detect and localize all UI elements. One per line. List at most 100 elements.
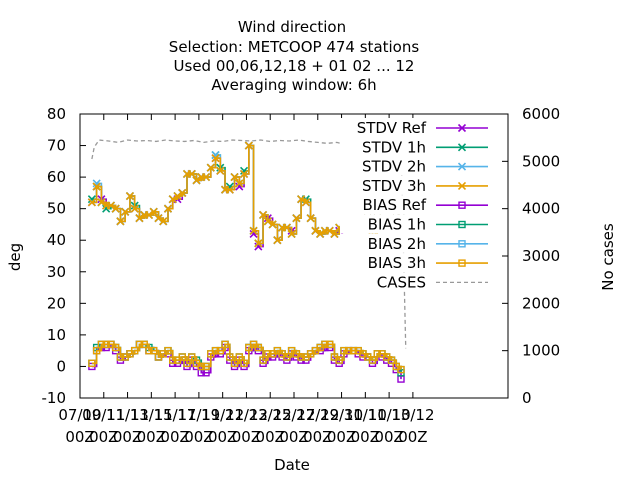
legend-marker [458, 220, 466, 229]
legend-background [340, 272, 490, 292]
legend-label: STDV 3h [362, 177, 426, 195]
y2-tick-label: 4000 [522, 200, 560, 218]
data-point [150, 346, 158, 355]
data-point [225, 182, 234, 191]
data-point [111, 343, 120, 352]
data-point [264, 350, 272, 358]
data-point [149, 207, 158, 216]
x-tick-label-hour: 00Z [232, 428, 261, 446]
legend-label: STDV 2h [362, 158, 426, 176]
data-point [259, 210, 268, 220]
data-point [135, 340, 144, 349]
data-point [130, 204, 139, 213]
data-point [154, 214, 163, 223]
data-point [235, 182, 244, 191]
y-tick-label: 0 [56, 357, 66, 375]
y2-axis-label: No cases [599, 223, 617, 291]
data-point [254, 242, 263, 251]
data-point [140, 340, 148, 349]
y-tick-label: 70 [47, 137, 66, 155]
data-point [201, 173, 211, 182]
y2-tick-label: 3000 [522, 247, 560, 265]
legend-marker [458, 201, 466, 209]
data-point [168, 195, 177, 204]
data-point [226, 353, 234, 361]
x-tick-label-date: 19/12 [201, 406, 244, 424]
x-tick-label-date: 25/12 [272, 406, 315, 424]
x-tick-label-hour: 00Z [327, 428, 356, 446]
data-point [197, 362, 205, 371]
legend-entry: BIAS 3h [340, 253, 490, 273]
data-point [254, 343, 263, 352]
y2-tick-label: 2000 [522, 294, 560, 312]
data-point [235, 353, 244, 361]
data-point [292, 214, 301, 223]
x-tick-label-hour: 00Z [398, 428, 427, 446]
y-tick-label: 60 [47, 168, 66, 186]
data-point [297, 353, 305, 361]
x-tick-label-date: 23/12 [249, 406, 292, 424]
x-tick-label-date: 07/10 [58, 406, 101, 424]
y-tick-label: 20 [47, 294, 66, 312]
legend-background [340, 156, 490, 176]
x-tick-label-hour: 00Z [65, 428, 94, 446]
legend-label: BIAS Ref [362, 196, 426, 214]
legend-marker [457, 162, 467, 171]
data-point [244, 141, 253, 150]
data-point [330, 229, 339, 238]
y-tick-label: -10 [42, 389, 67, 407]
data-point [283, 353, 291, 361]
y-tick-label: 30 [47, 263, 66, 281]
data-point [192, 176, 201, 185]
data-point [92, 346, 101, 355]
x-tick-label-hour: 00Z [279, 428, 308, 446]
x-tick-label-date: 29/10 [320, 406, 363, 424]
data-point [311, 226, 320, 235]
x-tick-label-hour: 00Z [256, 428, 285, 446]
legend-label: CASES [377, 273, 426, 291]
y2-tick-label: 1000 [522, 342, 560, 360]
data-point [178, 188, 187, 197]
data-point [88, 359, 96, 367]
legend-label: BIAS 3h [368, 254, 426, 272]
data-point [397, 365, 405, 374]
x-tick-label-date: 17/11 [177, 406, 220, 424]
data-point [159, 217, 168, 226]
data-point [249, 229, 258, 238]
series-bias-3h [88, 340, 405, 374]
y-tick-label: 40 [47, 231, 66, 249]
legend-marker [458, 259, 466, 267]
x-tick-label-hour: 00Z [374, 428, 403, 446]
x-tick-label-date: 27/12 [296, 406, 339, 424]
data-point [249, 226, 258, 235]
x-tick-label-date: 13/12 [391, 406, 434, 424]
data-point [173, 191, 182, 201]
data-point [135, 214, 144, 223]
data-point [145, 346, 153, 355]
x-tick-label-hour: 00Z [184, 428, 213, 446]
legend-entry: BIAS 1h [340, 214, 490, 234]
y2-tick-label: 6000 [522, 105, 560, 123]
x-tick-label-hour: 00Z [303, 428, 332, 446]
data-point [282, 223, 291, 232]
x-tick-label-hour: 00Z [137, 428, 166, 446]
legend-background [340, 233, 490, 253]
series-line [91, 343, 402, 370]
x-tick-label-hour: 00Z [208, 428, 237, 446]
data-point [387, 356, 396, 364]
data-point [301, 198, 310, 207]
data-point [368, 356, 377, 364]
data-point [268, 220, 277, 229]
data-point [163, 204, 173, 213]
data-point [102, 340, 110, 349]
legend-entry: CASES [340, 272, 490, 292]
data-point [216, 166, 225, 175]
data-point [125, 191, 134, 201]
legend-entry: BIAS Ref [340, 195, 490, 215]
y-tick-label: 80 [47, 105, 66, 123]
x-tick-label-date: 11/11 [106, 406, 149, 424]
data-point [183, 359, 191, 367]
data-point [130, 346, 139, 355]
chart-subtitle-1: Selection: METCOOP 474 stations [169, 38, 420, 56]
